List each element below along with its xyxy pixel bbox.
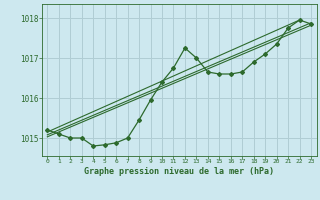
X-axis label: Graphe pression niveau de la mer (hPa): Graphe pression niveau de la mer (hPa)	[84, 167, 274, 176]
